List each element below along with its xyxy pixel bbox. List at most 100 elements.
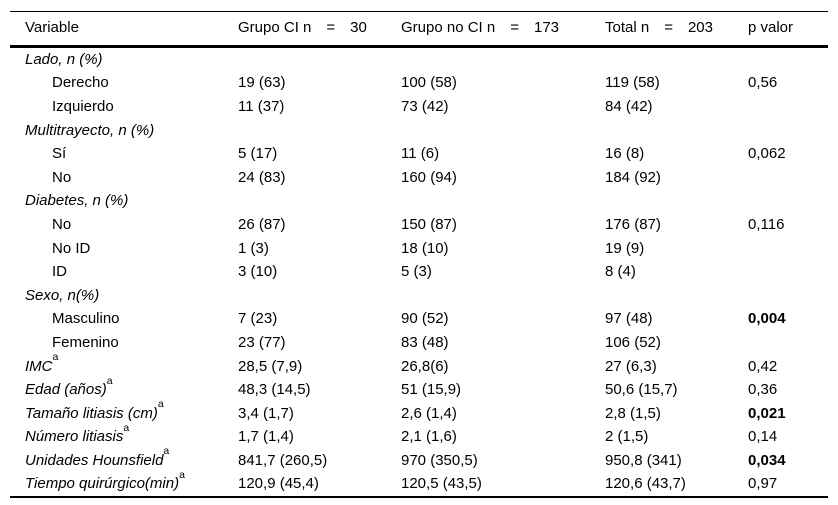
- column-label: p valor: [748, 19, 794, 36]
- grupo-no-ci-value: 18 (10): [401, 239, 449, 257]
- footnote-marker: a: [157, 398, 164, 411]
- grupo-ci-value: [238, 119, 401, 143]
- grupo-ci-value: [238, 47, 401, 72]
- table-row: Masculino 7 (23) 90 (52) 97 (48) 0,004: [10, 308, 828, 332]
- p-value: [748, 237, 828, 261]
- group-n-count: 173: [533, 19, 560, 36]
- p-value: 0,36: [748, 381, 778, 399]
- total-value: 176 (87): [605, 215, 661, 233]
- column-label: Variable: [25, 19, 79, 36]
- p-value: [748, 331, 828, 355]
- table-row: Unidades Hounsfielda 841,7 (260,5) 970 (35…: [10, 445, 828, 473]
- p-value: [748, 284, 828, 308]
- grupo-no-ci-value: [401, 119, 605, 143]
- p-value: [748, 47, 828, 72]
- table-row: No 26 (87) 150 (87) 176 (87) 0,116: [10, 213, 828, 237]
- variable-label: Número litiasisa: [25, 421, 130, 446]
- variable-label: Tamaño litiasis (cm)a: [25, 398, 164, 422]
- variable-label: Masculino: [52, 310, 120, 328]
- variable-label: Edad (años)a: [25, 374, 113, 399]
- grupo-no-ci-value: 100 (58): [401, 74, 457, 92]
- footnote-marker: a: [52, 351, 59, 364]
- table-row: Tiempo quirúrgico(min)a 120,9 (45,4) 120,5…: [10, 470, 828, 498]
- table-row: Derecho 19 (63) 100 (58) 119 (58) 0,56: [10, 72, 828, 96]
- grupo-no-ci-value: [401, 47, 605, 72]
- grupo-ci-value: 120,9 (45,4): [238, 475, 319, 493]
- grupo-no-ci-value: 120,5 (43,5): [401, 475, 482, 493]
- grupo-ci-value: 7 (23): [238, 310, 278, 328]
- table-row: Edad (años)a 48,3 (14,5) 51 (15,9) 50,6 (15…: [10, 374, 828, 402]
- equals-sign: =: [664, 19, 673, 36]
- variable-label: Sí: [52, 145, 67, 163]
- total-value: 8 (4): [605, 263, 636, 281]
- grupo-ci-value: [238, 190, 401, 214]
- p-value: 0,14: [748, 428, 778, 446]
- grupo-no-ci-value: 160 (94): [401, 168, 457, 186]
- table-row: Número litiasisa 1,7 (1,4) 2,1 (1,6) 2 (1,5…: [10, 421, 828, 450]
- variable-label: No: [52, 168, 72, 186]
- p-value: 0,56: [748, 74, 778, 92]
- statistics-table-container: Variable Grupo CI n = 30 Grupo no CI n = 173…: [10, 11, 828, 499]
- p-value: 0,116: [748, 215, 785, 233]
- grupo-no-ci-value: 26,8(6): [401, 357, 449, 375]
- grupo-no-ci-value: 11 (6): [401, 145, 440, 163]
- variable-label: Femenino: [52, 333, 119, 351]
- table-header: Variable Grupo CI n = 30 Grupo no CI n = 173…: [10, 11, 828, 48]
- p-value: [748, 119, 828, 143]
- p-value: 0,004: [748, 310, 786, 328]
- grupo-no-ci-value: 90 (52): [401, 310, 449, 328]
- table-row: No 24 (83) 160 (94) 184 (92): [10, 166, 828, 190]
- variable-label: Lado, n (%): [25, 50, 103, 68]
- total-value: 120,6 (43,7): [605, 475, 686, 493]
- grupo-no-ci-value: 2,1 (1,6): [401, 428, 457, 446]
- comparative-statistics-table: Variable Grupo CI n = 30 Grupo no CI n = 173…: [10, 11, 828, 499]
- grupo-ci-value: 841,7 (260,5): [238, 451, 328, 469]
- total-value: [605, 284, 748, 308]
- variable-group-row: Lado, n (%): [10, 47, 828, 72]
- p-value: [748, 95, 828, 119]
- total-value: 106 (52): [605, 333, 661, 351]
- grupo-ci-value: 1 (3): [238, 239, 269, 257]
- grupo-ci-value: 1,7 (1,4): [238, 428, 294, 446]
- total-value: 84 (42): [605, 97, 653, 115]
- footnote-marker: a: [123, 421, 130, 434]
- table-row: ID 3 (10) 5 (3) 8 (4): [10, 260, 828, 284]
- grupo-no-ci-value: [401, 284, 605, 308]
- equals-sign: =: [326, 19, 336, 36]
- variable-label: Sexo, n(%): [25, 286, 100, 304]
- total-value: [605, 190, 748, 214]
- total-value: 184 (92): [605, 168, 661, 186]
- footnote-marker: a: [179, 468, 185, 481]
- grupo-ci-value: 48,3 (14,5): [238, 381, 311, 399]
- group-n-count: 30: [350, 19, 367, 36]
- variable-label: Diabetes, n (%): [25, 192, 129, 210]
- grupo-ci-value: 5 (17): [238, 145, 278, 163]
- grupo-ci-value: 26 (87): [238, 215, 286, 233]
- variable-label: IMCa: [25, 351, 59, 375]
- grupo-no-ci-value: 2,6 (1,4): [401, 404, 457, 422]
- column-header-grupo-no-ci: Grupo no CI n = 173: [401, 11, 605, 48]
- table-row: Tamaño litiasis (cm)a 3,4 (1,7) 2,6 (1,4) 2…: [10, 398, 828, 426]
- footnote-marker: a: [163, 445, 170, 458]
- variable-group-row: Diabetes, n (%): [10, 190, 828, 214]
- grupo-ci-value: 11 (37): [238, 97, 285, 115]
- table-row: IMCa 28,5 (7,9) 26,8(6) 27 (6,3) 0,42: [10, 351, 828, 379]
- header-row: Variable Grupo CI n = 30 Grupo no CI n = 173…: [10, 11, 828, 48]
- p-value: 0,021: [748, 404, 786, 422]
- grupo-ci-value: [238, 284, 401, 308]
- grupo-no-ci-value: 150 (87): [401, 215, 457, 233]
- total-value: [605, 119, 748, 143]
- table-row: Femenino 23 (77) 83 (48) 106 (52): [10, 331, 828, 355]
- grupo-ci-value: 28,5 (7,9): [238, 357, 303, 375]
- p-value: 0,062: [748, 145, 786, 163]
- column-label: Total n: [605, 19, 650, 36]
- variable-label: Unidades Hounsfielda: [25, 445, 170, 469]
- column-header-grupo-ci: Grupo CI n = 30: [238, 11, 401, 48]
- variable-label: Izquierdo: [52, 97, 114, 115]
- group-n-count: 203: [687, 19, 713, 36]
- equals-sign: =: [510, 19, 519, 36]
- total-value: [605, 47, 748, 72]
- p-value: [748, 190, 828, 214]
- variable-label: Multitrayecto, n (%): [25, 121, 155, 139]
- grupo-no-ci-value: 83 (48): [401, 333, 449, 351]
